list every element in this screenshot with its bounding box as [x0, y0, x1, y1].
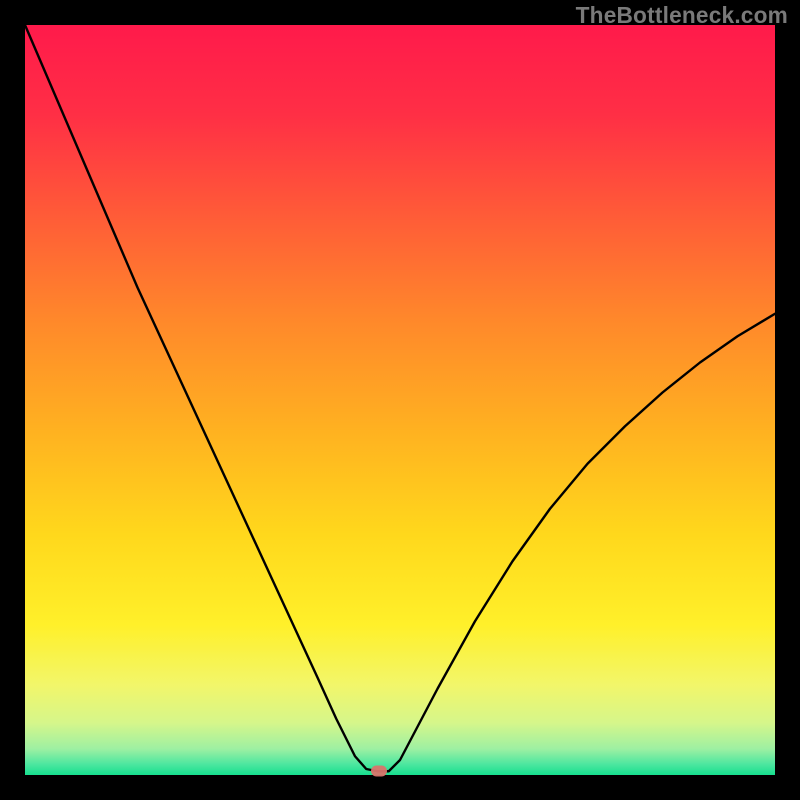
curve-path — [25, 25, 775, 771]
chart-container: TheBottleneck.com — [0, 0, 800, 800]
plot-area — [25, 25, 775, 775]
bottleneck-curve — [25, 25, 775, 775]
minimum-marker — [371, 766, 387, 777]
